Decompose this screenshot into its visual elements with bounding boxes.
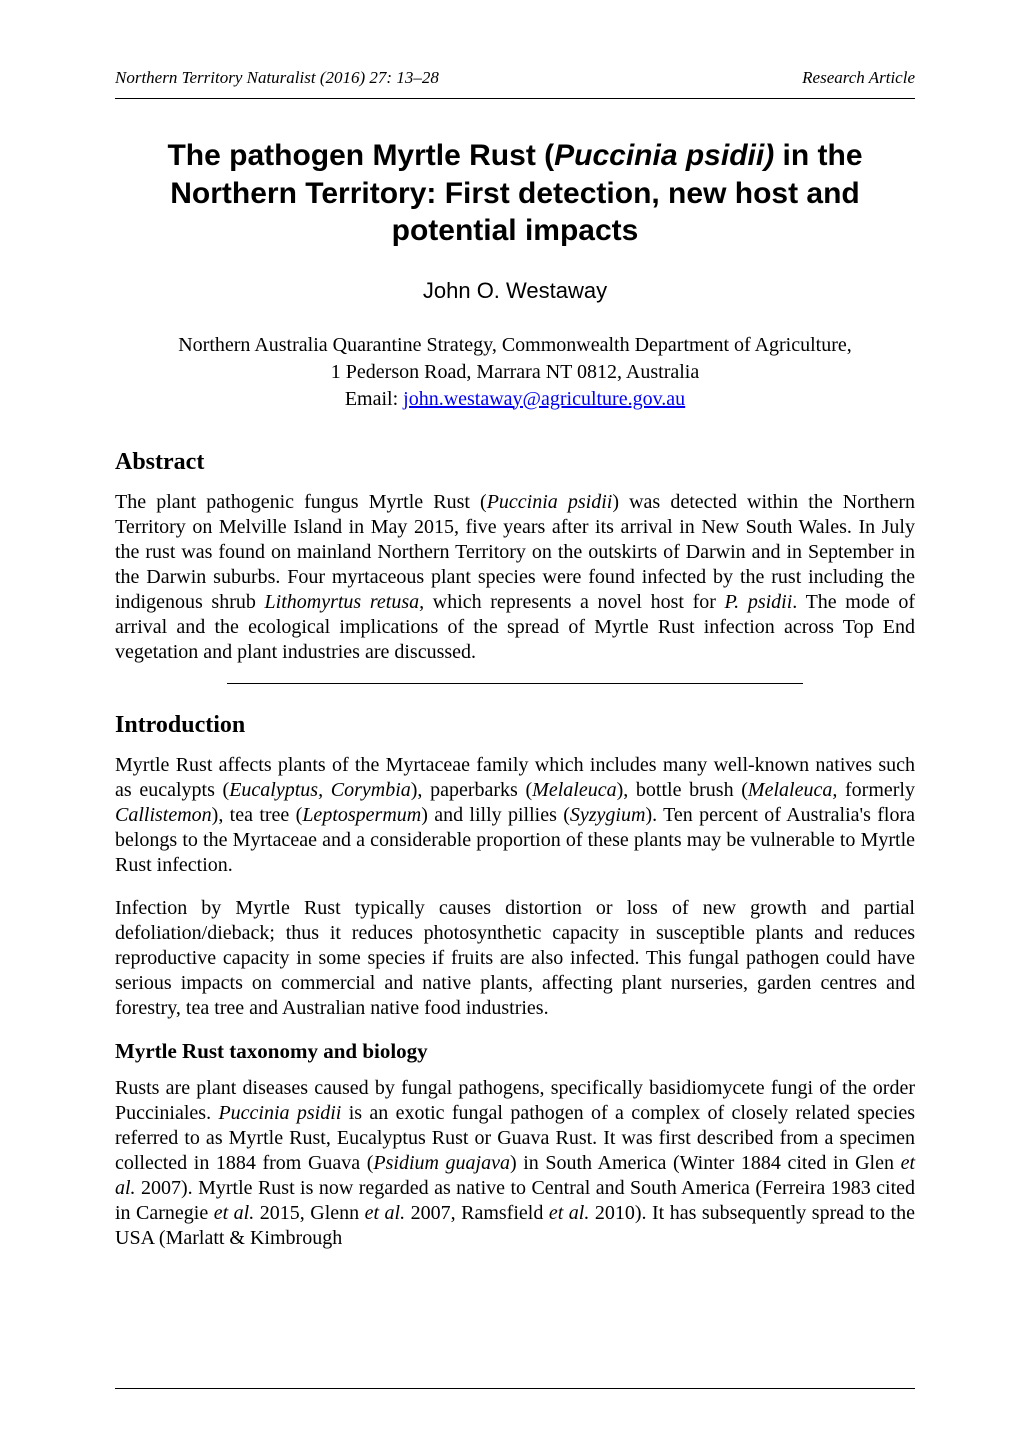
text-run: Callistemon: [115, 804, 212, 826]
text-run: Psidium guajava: [373, 1152, 510, 1174]
text-run: ), tea tree (: [212, 804, 303, 826]
text-run: Melaleuca,: [748, 779, 837, 801]
text-run: The plant pathogenic fungus Myrtle Rust …: [115, 491, 487, 513]
article-title: The pathogen Myrtle Rust (Puccinia psidi…: [115, 137, 915, 250]
text-run: Leptospermum: [302, 804, 421, 826]
abstract-paragraph: The plant pathogenic fungus Myrtle Rust …: [115, 490, 915, 665]
text-run: et al.: [549, 1202, 590, 1224]
text-run: Lithomyrtus retusa,: [265, 591, 425, 613]
title-line1-post: in the: [774, 139, 862, 172]
text-run: Eucalyptus, Corymbia: [229, 779, 411, 801]
text-run: 2015, Glenn: [254, 1202, 364, 1224]
email-label: Email:: [345, 388, 403, 410]
text-run: ), paperbarks (: [411, 779, 532, 801]
text-run: 2007, Ramsfield: [405, 1202, 549, 1224]
page-content: Northern Territory Naturalist (2016) 27:…: [0, 0, 1020, 1306]
text-run: ), bottle brush (: [617, 779, 748, 801]
text-run: P. psidii: [725, 591, 793, 613]
text-run: Puccinia psidii: [218, 1102, 341, 1124]
text-run: ) and lilly pillies (: [421, 804, 570, 826]
abstract-rule: [227, 683, 803, 684]
author-email-link[interactable]: john.westaway@agriculture.gov.au: [403, 388, 685, 410]
text-run: et al.: [214, 1202, 255, 1224]
title-line1-pre: The pathogen Myrtle Rust (: [167, 139, 554, 172]
article-type-label: Research Article: [802, 68, 915, 88]
running-header: Northern Territory Naturalist (2016) 27:…: [115, 68, 915, 88]
text-run: Infection by Myrtle Rust typically cause…: [115, 897, 915, 1019]
footer-rule: [115, 1388, 915, 1389]
text-run: Melaleuca: [532, 779, 616, 801]
text-run: which represents a novel host for: [424, 591, 724, 613]
affiliation-line2: 1 Pederson Road, Marrara NT 0812, Austra…: [331, 361, 699, 383]
introduction-heading: Introduction: [115, 712, 915, 739]
abstract-heading: Abstract: [115, 449, 915, 476]
author-name: John O. Westaway: [115, 278, 915, 304]
text-run: ) in South America (Winter 1884 cited in…: [510, 1152, 901, 1174]
introduction-paragraph: Myrtle Rust affects plants of the Myrtac…: [115, 753, 915, 878]
title-line1-italic: Puccinia psidii): [554, 139, 774, 172]
introduction-section: Introduction Myrtle Rust affects plants …: [115, 712, 915, 1251]
title-line2: Northern Territory: First detection, new…: [170, 177, 860, 210]
title-line3: potential impacts: [392, 214, 639, 247]
journal-citation: Northern Territory Naturalist (2016) 27:…: [115, 68, 439, 88]
introduction-paragraph: Infection by Myrtle Rust typically cause…: [115, 896, 915, 1021]
text-run: Syzygium: [570, 804, 646, 826]
text-run: formerly: [837, 779, 915, 801]
taxonomy-paragraph: Rusts are plant diseases caused by funga…: [115, 1076, 915, 1251]
taxonomy-heading: Myrtle Rust taxonomy and biology: [115, 1039, 915, 1064]
header-rule: [115, 98, 915, 99]
author-affiliation: Northern Australia Quarantine Strategy, …: [115, 332, 915, 413]
abstract-section: Abstract The plant pathogenic fungus Myr…: [115, 449, 915, 665]
affiliation-line1: Northern Australia Quarantine Strategy, …: [178, 334, 852, 356]
text-run: Puccinia psidii: [487, 491, 613, 513]
text-run: et al.: [365, 1202, 406, 1224]
